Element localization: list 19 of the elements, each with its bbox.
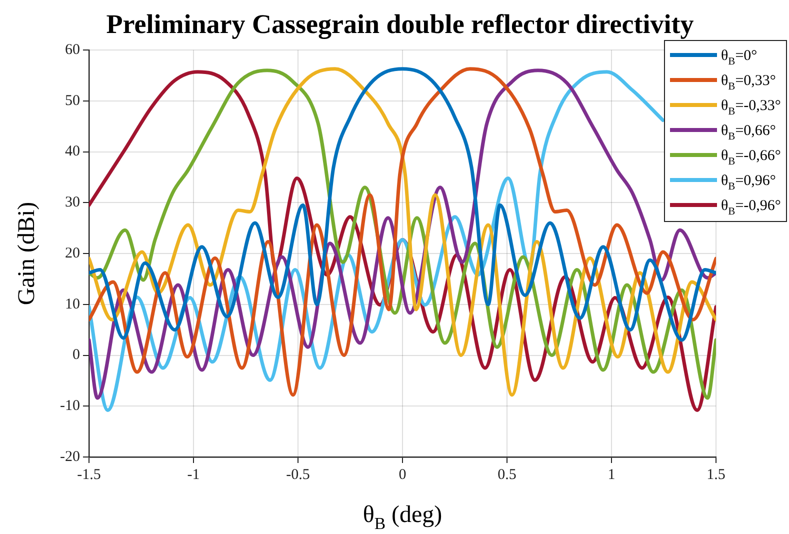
x-tick-label: -1.5 bbox=[77, 466, 101, 483]
y-tick-label: -10 bbox=[60, 398, 80, 414]
x-tick-label: 1.5 bbox=[706, 466, 726, 483]
y-tick-label: 20 bbox=[65, 245, 80, 262]
y-tick-label: -20 bbox=[60, 448, 80, 465]
chart-title: Preliminary Cassegrain double reflector directivity bbox=[106, 9, 694, 39]
x-tick-label: 0.5 bbox=[498, 466, 516, 483]
x-tick-label: -0.5 bbox=[286, 466, 310, 483]
y-tick-label: 0 bbox=[72, 347, 80, 364]
y-tick-label: 30 bbox=[65, 194, 80, 211]
x-tick-label: 0 bbox=[398, 466, 406, 483]
y-tick-label: 50 bbox=[65, 92, 80, 109]
y-tick-label: 10 bbox=[65, 296, 80, 312]
y-tick-label: 40 bbox=[65, 144, 80, 160]
x-tick-label: -1 bbox=[187, 466, 200, 483]
y-tick-label: 60 bbox=[65, 42, 80, 58]
x-tick-label: 1 bbox=[608, 466, 616, 483]
line-series bbox=[89, 67, 716, 342]
y-axis-title: Gain (dBi) bbox=[14, 202, 40, 306]
